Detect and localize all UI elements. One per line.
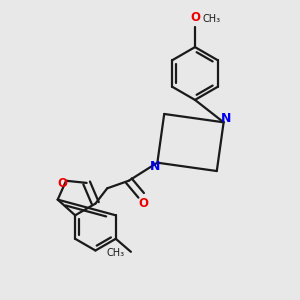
- Text: CH₃: CH₃: [202, 14, 220, 24]
- Text: N: N: [221, 112, 231, 125]
- Text: CH₃: CH₃: [106, 248, 124, 258]
- Text: O: O: [190, 11, 200, 24]
- Text: O: O: [139, 197, 148, 210]
- Text: O: O: [58, 177, 68, 190]
- Text: N: N: [150, 160, 160, 173]
